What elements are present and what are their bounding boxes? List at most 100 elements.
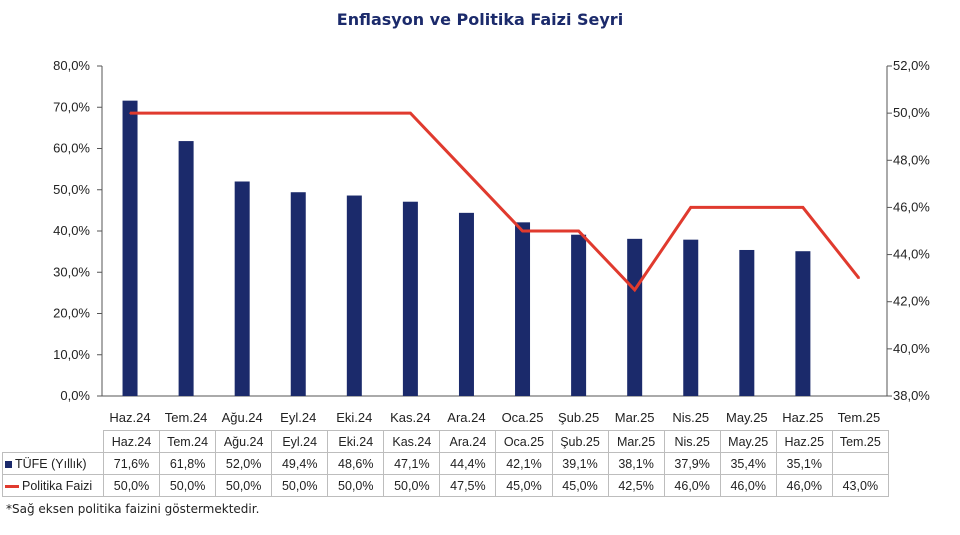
bar-tufe bbox=[739, 249, 755, 396]
point-politika-faizi bbox=[689, 206, 692, 209]
table-value-cell: 50,0% bbox=[271, 474, 329, 497]
y-left-tick-label: 0,0% bbox=[60, 388, 90, 403]
chart-title: Enflasyon ve Politika Faizi Seyri bbox=[336, 10, 624, 29]
point-politika-faizi bbox=[802, 206, 804, 209]
table-row: Politika Faizi 50,0% 50,0% 50,0% 50,0% 50,0% 5… bbox=[2, 474, 889, 497]
x-tick-label: Şub.25 bbox=[558, 410, 599, 425]
y-right-tick-label: 44,0% bbox=[893, 247, 930, 262]
y-right-tick-label: 46,0% bbox=[893, 199, 930, 214]
y-left-tick-label: 30,0% bbox=[53, 264, 90, 279]
line-politika-faizi bbox=[130, 111, 861, 293]
table-value-cell: 47,1% bbox=[383, 452, 441, 475]
table-value-cell: 46,0% bbox=[719, 474, 777, 497]
point-politika-faizi bbox=[521, 230, 524, 232]
table-header-cell: Tem.25 bbox=[831, 430, 889, 453]
legend-series-name: Politika Faizi bbox=[22, 478, 93, 493]
y-right-tick-label: 40,0% bbox=[893, 341, 930, 356]
y-right-tick-label: 42,0% bbox=[893, 294, 930, 309]
x-tick-label: Mar.25 bbox=[615, 410, 655, 425]
table-value-cell: 35,4% bbox=[719, 452, 777, 475]
table-header-cell: Oca.25 bbox=[495, 430, 553, 453]
bar-tufe bbox=[234, 181, 250, 396]
point-politika-faizi bbox=[746, 206, 748, 209]
table-value-cell: 49,4% bbox=[271, 452, 329, 475]
table-value-cell: 47,5% bbox=[439, 474, 497, 497]
table-value-cell bbox=[831, 452, 889, 475]
table-value-cell: 42,5% bbox=[607, 474, 665, 497]
table-value-cell: 50,0% bbox=[327, 474, 385, 497]
table-value-cell: 39,1% bbox=[551, 452, 609, 475]
table-value-cell: 45,0% bbox=[551, 474, 609, 497]
table-header-cell: Kas.24 bbox=[383, 430, 441, 453]
legend-swatch-bar bbox=[5, 460, 12, 468]
table-header-cell: May.25 bbox=[719, 430, 777, 453]
table-value-cell: 71,6% bbox=[102, 452, 161, 475]
footnote: *Sağ eksen politika faizini göstermekted… bbox=[6, 502, 260, 516]
table-value-cell: 50,0% bbox=[383, 474, 441, 497]
y-right-tick-label: 48,0% bbox=[893, 152, 930, 167]
x-tick-label: Tem.24 bbox=[165, 410, 208, 425]
y-left-tick-label: 40,0% bbox=[53, 223, 90, 238]
x-tick-label: Ağu.24 bbox=[222, 410, 263, 425]
table-series-label: Politika Faizi bbox=[2, 474, 104, 497]
table-value-cell: 38,1% bbox=[607, 452, 665, 475]
point-politika-faizi bbox=[185, 112, 187, 114]
table-header-cell: Ağu.24 bbox=[215, 430, 273, 453]
bar-tufe bbox=[290, 192, 306, 396]
bar-tufe bbox=[683, 239, 699, 396]
x-tick-label: Tem.25 bbox=[838, 410, 881, 425]
y-left-tick-label: 10,0% bbox=[53, 347, 90, 362]
y-left-tick-label: 20,0% bbox=[53, 306, 90, 321]
bar-tufe bbox=[515, 222, 531, 396]
table-value-cell: 61,8% bbox=[159, 452, 217, 475]
table-value-cell: 50,0% bbox=[159, 474, 217, 497]
y-right-tick-label: 52,0% bbox=[893, 58, 930, 73]
y-right-tick-label: 50,0% bbox=[893, 105, 930, 120]
y-left-tick-label: 60,0% bbox=[53, 141, 90, 156]
table-header-cell: Ara.24 bbox=[439, 430, 497, 453]
table-value-cell: 46,0% bbox=[775, 474, 833, 497]
table-value-cell: 48,6% bbox=[327, 452, 385, 475]
point-politika-faizi bbox=[409, 112, 412, 114]
data-table: Haz.24 Tem.24 Ağu.24 Eyl.24 Eki.24 Kas.24 Ara.… bbox=[2, 430, 889, 497]
table-value-cell: 37,9% bbox=[663, 452, 721, 475]
x-tick-label: Haz.25 bbox=[782, 410, 823, 425]
point-politika-faizi bbox=[129, 112, 131, 114]
x-tick-label: Haz.24 bbox=[109, 410, 150, 425]
legend-swatch-line bbox=[5, 484, 19, 488]
table-value-cell: 35,1% bbox=[775, 452, 833, 475]
y-right-tick-label: 38,0% bbox=[893, 388, 930, 403]
table-header-cell: Eyl.24 bbox=[271, 430, 329, 453]
x-tick-label: Kas.24 bbox=[390, 410, 430, 425]
x-tick-label: Ara.24 bbox=[447, 410, 485, 425]
table-value-cell: 52,0% bbox=[215, 452, 273, 475]
chart-plot: 0,0% 10,0% 20,0% 30,0% 40,0% 50,0% 60,0% 70,0% 8… bbox=[53, 58, 930, 425]
bar-tufe bbox=[571, 234, 587, 396]
point-politika-faizi bbox=[633, 289, 636, 291]
point-politika-faizi bbox=[353, 112, 356, 114]
x-tick-label: Oca.25 bbox=[502, 410, 544, 425]
table-header-cell: Tem.24 bbox=[159, 430, 217, 453]
legend-series-name: TÜFE (Yıllık) bbox=[15, 456, 87, 471]
point-politika-faizi bbox=[241, 112, 243, 114]
table-header-cell: Haz.24 bbox=[102, 430, 161, 453]
table-value-cell: 45,0% bbox=[495, 474, 553, 497]
bar-tufe bbox=[402, 201, 418, 396]
table-series-label: TÜFE (Yıllık) bbox=[2, 452, 104, 475]
table-value-cell: 44,4% bbox=[439, 452, 497, 475]
table-value-cell: 43,0% bbox=[831, 474, 889, 497]
table-header-cell: Haz.25 bbox=[775, 430, 833, 453]
bar-tufe bbox=[627, 238, 643, 396]
table-corner bbox=[3, 431, 104, 453]
point-politika-faizi bbox=[465, 171, 468, 173]
table-value-cell: 42,1% bbox=[495, 452, 553, 475]
y-left-tick-label: 80,0% bbox=[53, 58, 90, 73]
table-row: TÜFE (Yıllık) 71,6% 61,8% 52,0% 49,4% 48,6% 47… bbox=[2, 452, 889, 475]
table-value-cell: 50,0% bbox=[102, 474, 161, 497]
y-left-tick-label: 50,0% bbox=[53, 182, 90, 197]
table-value-cell: 46,0% bbox=[663, 474, 721, 497]
bar-tufe bbox=[346, 195, 362, 396]
bar-tufe bbox=[178, 141, 194, 396]
table-header-cell: Şub.25 bbox=[551, 430, 609, 453]
bar-tufe bbox=[122, 100, 138, 397]
